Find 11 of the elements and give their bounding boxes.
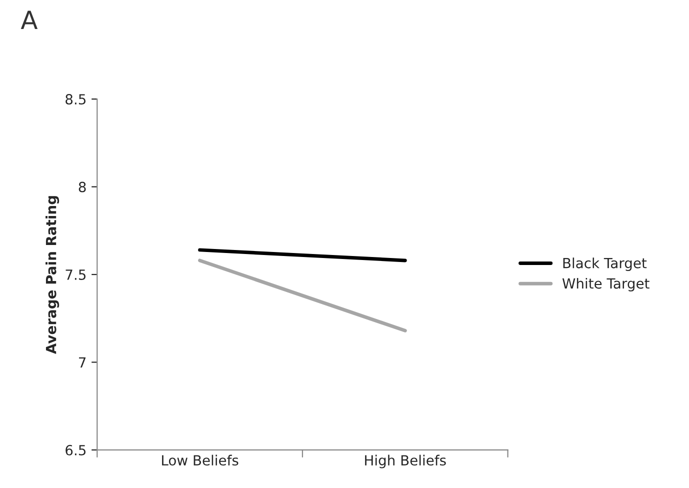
y-tick-label: 7 [79,357,86,368]
y-tick-label: 6.5 [66,444,86,456]
y-axis-title: Average Pain Rating [46,196,60,354]
x-tick-label: High Beliefs [365,454,446,468]
y-tick-label: 8 [78,182,86,192]
legend-label: Black Target [563,258,647,272]
y-tick-label: 7.5 [66,270,86,280]
y-tick-label: 8.5 [66,94,86,105]
legend-label: White Target [562,278,650,292]
chart-title: A [20,10,38,29]
x-tick-label: Low Beliefs [162,454,238,466]
